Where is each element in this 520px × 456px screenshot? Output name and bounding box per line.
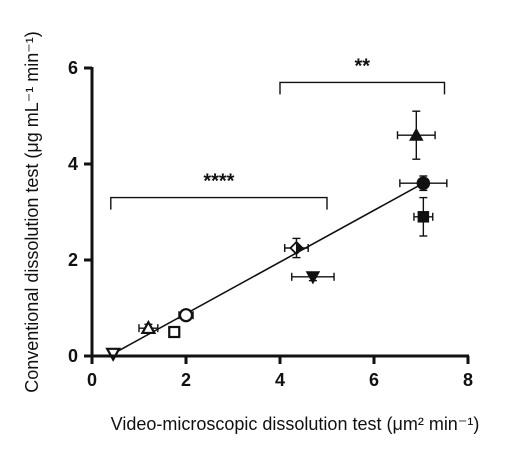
significance-bracket — [110, 196, 328, 210]
significance-brackets: ****** — [110, 55, 446, 210]
y-tick-label: 2 — [68, 250, 78, 270]
x-tick-label: 6 — [369, 370, 379, 390]
data-point — [178, 308, 194, 323]
tick-labels: 0 2 4 6 8 0 2 4 6 — [68, 58, 473, 390]
axes — [84, 66, 470, 364]
significance-label: ** — [354, 55, 370, 77]
diamond-fill — [295, 240, 304, 256]
y-tick-label: 0 — [68, 346, 78, 366]
data-point — [409, 127, 424, 141]
error-bars — [109, 110, 448, 358]
regression-line — [110, 182, 424, 356]
data-point — [416, 176, 431, 190]
y-axis-title: Conventional dissolution test (μg mL⁻¹ m… — [22, 31, 42, 393]
data-points — [105, 127, 431, 362]
x-tick-label: 4 — [275, 370, 285, 390]
data-point — [305, 271, 321, 285]
data-point — [289, 240, 304, 256]
x-tick-label: 2 — [181, 370, 191, 390]
data-point — [140, 319, 157, 335]
x-axis-title: Video-microscopic dissolution test (μm² … — [111, 414, 480, 434]
significance-bracket — [279, 81, 446, 95]
data-point — [417, 211, 430, 223]
x-tick-label: 8 — [463, 370, 473, 390]
data-point — [168, 325, 181, 339]
regression-line-group — [110, 182, 424, 356]
x-tick-label: 0 — [87, 370, 97, 390]
data-point — [105, 347, 122, 362]
y-tick-label: 6 — [68, 58, 78, 78]
significance-label: **** — [203, 171, 234, 193]
y-tick-label: 4 — [68, 154, 78, 174]
